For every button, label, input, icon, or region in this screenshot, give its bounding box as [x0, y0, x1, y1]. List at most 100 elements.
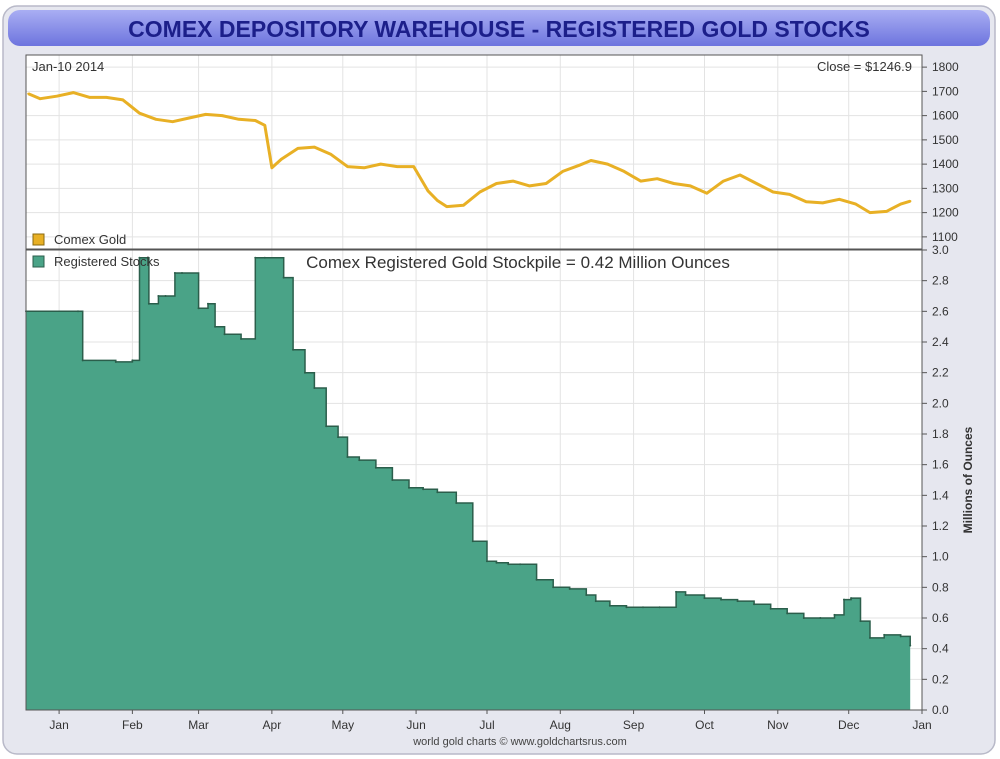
- x-tick-label: Jun: [406, 718, 425, 732]
- x-tick-label: Oct: [695, 718, 714, 732]
- x-tick-label: May: [331, 718, 354, 732]
- x-tick-label: Dec: [838, 718, 859, 732]
- stocks-point: [436, 491, 439, 494]
- stocks-point: [346, 456, 349, 458]
- stocks-point: [455, 502, 458, 504]
- x-tick-label: Nov: [767, 718, 788, 732]
- gold-y-tick-label: 1200: [932, 206, 959, 220]
- stocks-point: [471, 540, 474, 543]
- gold-panel-frame: [25, 54, 923, 250]
- gold-point: [689, 184, 692, 188]
- stocks-point: [164, 295, 167, 297]
- stocks-point: [157, 295, 160, 297]
- stocks-point: [535, 578, 538, 581]
- stocks-point: [214, 325, 217, 328]
- gold-point: [899, 202, 902, 206]
- stocks-point: [786, 612, 789, 615]
- stocks-point: [658, 606, 661, 609]
- stocks-point: [207, 302, 209, 305]
- gold-price-line: [27, 91, 911, 215]
- gold-point: [237, 118, 240, 121]
- gold-point: [187, 116, 191, 120]
- gold-point: [622, 170, 626, 173]
- stocks-y-tick-label: 1.6: [932, 458, 949, 472]
- stocks-point: [608, 604, 611, 607]
- gold-point: [426, 189, 430, 192]
- stocks-point: [909, 644, 912, 647]
- stocks-point: [753, 603, 756, 606]
- stocks-y-tick-label: 2.8: [932, 274, 949, 288]
- gold-point: [805, 200, 808, 203]
- stocks-point: [720, 598, 723, 601]
- stocks-point: [625, 606, 628, 609]
- gold-y-axis: 1100 1200 1300 1400 1500 1600 1700 1800: [922, 60, 959, 244]
- title-bar: [8, 10, 990, 46]
- stocks-outline: [26, 256, 911, 646]
- stocks-y-tick-label: 2.2: [932, 366, 949, 380]
- stocks-point: [313, 387, 316, 389]
- stocks-point: [869, 636, 871, 639]
- gold-point: [838, 198, 841, 201]
- stocks-y-tick-label: 2.4: [932, 335, 949, 349]
- stocks-point: [408, 486, 410, 489]
- x-tick-label: Mar: [188, 718, 209, 732]
- gold-point: [204, 113, 207, 116]
- stocks-point: [585, 594, 588, 596]
- stocks-points: [25, 256, 912, 647]
- gold-point: [672, 182, 675, 185]
- gold-point: [138, 112, 141, 115]
- stocks-point: [675, 590, 678, 593]
- gold-point: [346, 165, 349, 168]
- gold-point: [771, 190, 775, 194]
- stocks-y-tick-label: 1.4: [932, 488, 949, 502]
- stocks-point: [358, 459, 361, 462]
- gold-point: [105, 96, 108, 99]
- gold-point: [221, 114, 224, 117]
- gold-point: [511, 179, 515, 183]
- gold-legend-swatch: [32, 233, 45, 246]
- gold-point: [254, 119, 257, 122]
- stocks-point: [843, 598, 845, 601]
- stocks-point: [802, 617, 805, 619]
- stocks-point: [519, 563, 522, 566]
- gold-point: [854, 202, 857, 206]
- gold-grid: [26, 55, 923, 249]
- gold-point: [72, 91, 75, 94]
- stocks-point: [703, 597, 706, 600]
- gold-date-label: Jan-10 2014: [32, 59, 104, 74]
- gold-point: [445, 205, 448, 208]
- stocks-y-tick-label: 1.0: [932, 550, 949, 564]
- stocks-point: [552, 586, 555, 589]
- gold-point: [154, 118, 158, 121]
- gold-point: [362, 166, 366, 169]
- stocks-legend-swatch: [32, 255, 45, 268]
- stocks-point: [337, 436, 340, 439]
- gold-point: [606, 162, 609, 166]
- gold-point: [171, 120, 174, 123]
- gold-y-tick-label: 1400: [932, 157, 959, 171]
- stocks-point: [374, 466, 377, 469]
- gold-point: [528, 184, 531, 188]
- gold-point: [55, 95, 58, 98]
- gold-panel-background: [26, 55, 922, 249]
- stocks-point: [819, 617, 822, 619]
- gold-point: [39, 97, 42, 100]
- stocks-point: [77, 310, 79, 313]
- stocks-point: [736, 600, 739, 603]
- gold-point: [495, 182, 498, 185]
- gold-point: [821, 201, 824, 205]
- stocks-y-tick-label: 0.4: [932, 642, 949, 656]
- gold-legend-label: Comex Gold: [54, 232, 126, 247]
- stocks-y-tick-label: 2.0: [932, 396, 949, 410]
- gold-close-label: Close = $1246.9: [817, 59, 912, 74]
- stocks-point: [240, 337, 243, 340]
- stocks-point: [114, 360, 117, 363]
- gold-point: [396, 165, 399, 168]
- x-tick-label: Sep: [623, 718, 645, 732]
- stocks-point: [769, 607, 772, 610]
- stocks-y-tick-label: 2.6: [932, 304, 949, 318]
- x-tick-label: Aug: [550, 718, 571, 732]
- stocks-panel-title: Comex Registered Gold Stockpile = 0.42 M…: [306, 253, 730, 272]
- gold-point: [909, 200, 912, 203]
